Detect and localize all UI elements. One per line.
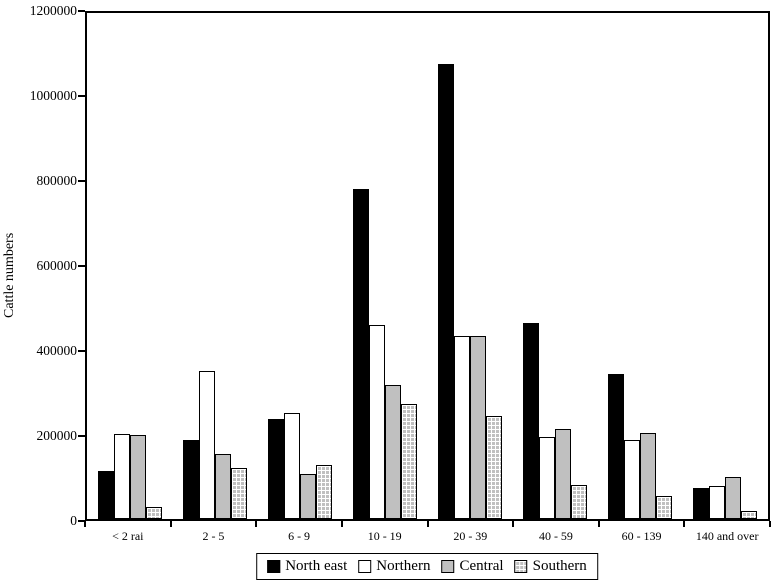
legend-label-north-east: North east [285, 558, 348, 574]
bar-north-east-40-59 [523, 323, 540, 519]
legend-swatch-southern [514, 560, 528, 573]
bar-central-140-and-over [725, 477, 742, 519]
bar-north-east-2-5 [182, 440, 199, 519]
bar-central-60-139 [640, 433, 657, 519]
bar-southern-6-9 [315, 465, 332, 519]
x-category-label-10-19: 10 - 19 [367, 529, 402, 543]
y-tick-mark [78, 265, 85, 267]
y-tick-label-0: 0 [70, 513, 77, 528]
legend-item-central: Central [441, 558, 504, 575]
bar-north-east-10-19 [352, 189, 369, 519]
y-tick-label-800000: 800000 [36, 173, 78, 188]
y-tick-label-1000000: 1000000 [29, 88, 77, 103]
bar-northern-140-and-over [709, 486, 726, 519]
x-tick-mark [84, 521, 86, 527]
x-category-label-60-139: 60 - 139 [621, 529, 662, 543]
x-tick-mark [683, 521, 686, 527]
bar-central-6-9 [299, 474, 316, 519]
x-category-label-6-9: 6 - 9 [288, 529, 311, 543]
legend-label-central: Central [459, 558, 504, 574]
y-tick-label-600000: 600000 [36, 258, 78, 273]
bar-north-east-6-9 [267, 419, 284, 519]
x-tick-mark [340, 521, 343, 527]
y-tick-mark [78, 180, 85, 182]
bar-northern-6-9 [283, 413, 300, 519]
x-tick-mark [255, 521, 258, 527]
y-tick-mark [78, 95, 85, 97]
x-tick-mark [512, 521, 515, 527]
y-tick-label-1200000: 1200000 [29, 3, 77, 18]
x-tick-mark [426, 521, 429, 527]
bar-central--2-rai [129, 435, 146, 519]
legend-label-northern: Northern [376, 558, 431, 574]
bar-northern-60-139 [624, 440, 641, 519]
legend-item-southern: Southern [514, 558, 587, 575]
bar-central-20-39 [470, 336, 487, 519]
bar-north-east-140-and-over [693, 488, 710, 519]
legend-label-southern: Southern [532, 558, 587, 574]
x-category-label--2-rai: < 2 rai [112, 529, 144, 543]
legend-item-north-east: North east [267, 558, 347, 575]
legend-swatch-northern [358, 560, 372, 573]
y-tick-label-400000: 400000 [36, 343, 78, 358]
x-tick-mark [169, 521, 172, 527]
bar-north-east-60-139 [608, 374, 625, 519]
y-tick-mark [78, 520, 85, 522]
bar-southern--2-rai [145, 507, 162, 519]
y-tick-mark [78, 435, 85, 437]
bar-central-2-5 [214, 454, 231, 519]
bar-northern-10-19 [368, 325, 385, 519]
bar-northern-2-5 [198, 371, 215, 519]
x-category-label-140-and-over: 140 and over [695, 529, 759, 543]
x-tick-mark [769, 521, 771, 527]
y-tick-mark [78, 350, 85, 352]
bar-southern-10-19 [400, 404, 417, 519]
bar-southern-2-5 [230, 468, 247, 519]
plot-area [85, 11, 770, 521]
bar-southern-60-139 [656, 496, 673, 519]
bar-southern-140-and-over [741, 511, 758, 519]
legend-swatch-north-east [267, 560, 281, 573]
x-category-label-2-5: 2 - 5 [202, 529, 225, 543]
bar-southern-20-39 [486, 416, 503, 519]
x-category-label-40-59: 40 - 59 [538, 529, 573, 543]
bar-northern--2-rai [113, 434, 130, 519]
y-tick-mark [78, 10, 85, 12]
x-tick-mark [597, 521, 600, 527]
bar-north-east--2-rai [97, 471, 114, 519]
bar-northern-20-39 [454, 336, 471, 519]
legend-swatch-central [441, 560, 455, 573]
bar-central-40-59 [555, 429, 572, 519]
bar-northern-40-59 [539, 437, 556, 519]
legend-item-northern: Northern [358, 558, 430, 575]
bar-central-10-19 [384, 385, 401, 519]
bar-southern-40-59 [571, 485, 588, 519]
legend: North east Northern Central Southern [256, 553, 598, 580]
bar-north-east-20-39 [438, 64, 455, 519]
x-category-label-20-39: 20 - 39 [453, 529, 488, 543]
y-tick-label-200000: 200000 [36, 428, 78, 443]
